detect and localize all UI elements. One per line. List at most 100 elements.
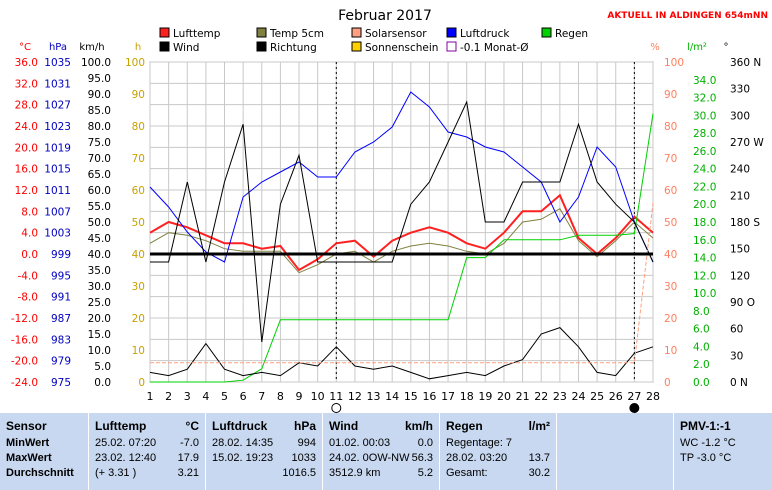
tick-label-pressure: 975 — [51, 377, 71, 389]
panel-lufttemp: Lufttemp °C 25.02. 07:20 -7.0 23.02. 12:40… — [89, 413, 205, 490]
tick-label-direction: 210 — [730, 190, 750, 202]
x-tick-label: 6 — [240, 390, 247, 403]
tick-label-pressure: 1007 — [44, 206, 71, 218]
series-line-lufttemp — [149, 193, 654, 272]
legend: Lufttemp Temp 5cm Solarsensor Luftdruck Rege… — [159, 27, 588, 54]
tick-label-temp: 32.0 — [15, 78, 38, 90]
tick-label-temp: 4.0 — [21, 228, 38, 240]
tick-label-pressure: 999 — [51, 249, 71, 261]
tick-label-rain: 18.0 — [693, 217, 716, 229]
tick-label-humidity: 60 — [664, 185, 677, 197]
legend-label: Richtung — [270, 42, 317, 54]
tick-label-temp: -16.0 — [11, 334, 38, 346]
tick-label-sun: 20 — [132, 313, 145, 325]
regen-days: Regentage: 7 — [446, 437, 513, 449]
tick-label-humidity: 30 — [664, 281, 677, 293]
legend-label: Luftdruck — [460, 28, 510, 40]
tick-label-rain: 16.0 — [693, 235, 716, 247]
x-tick-label: 26 — [609, 390, 623, 403]
panel-regen-title: Regen — [446, 419, 483, 433]
tick-label-wind: 35.0 — [88, 265, 111, 277]
tick-label-direction: 60 — [730, 324, 743, 336]
axis-unit-direction: ° — [724, 42, 729, 53]
panel-wind-title: Wind — [329, 419, 359, 433]
tick-label-rain: 30.0 — [693, 110, 716, 122]
panel-regen: Regen l/m² Regentage: 7 28.02. 03:20 13.7 … — [440, 413, 556, 490]
tick-label-pressure: 1035 — [44, 57, 71, 69]
chart-subtitle: AKTUELL IN ALDINGEN 654mNN — [607, 11, 768, 21]
tick-label-wind: 25.0 — [88, 297, 111, 309]
x-tick-label: 9 — [296, 390, 303, 403]
tick-label-humidity: 20 — [664, 313, 677, 325]
tick-label-wind: 65.0 — [88, 169, 111, 181]
tick-label-temp: -4.0 — [18, 270, 39, 282]
tick-label-direction: 300 — [730, 110, 750, 122]
series-line-richtung — [150, 100, 654, 343]
tick-label-temp: 12.0 — [15, 185, 38, 197]
legend-label: Lufttemp — [173, 28, 221, 40]
x-tick-label: 24 — [571, 390, 585, 403]
axis-unit-wind: km/h — [79, 42, 104, 53]
x-tick-label: 5 — [221, 390, 228, 403]
tick-label-direction: 90 O — [730, 297, 755, 309]
tick-label-rain: 6.0 — [693, 324, 710, 336]
tick-label-wind: 85.0 — [88, 105, 111, 117]
x-tick-label: 22 — [534, 390, 548, 403]
legend-swatch — [446, 41, 457, 52]
tick-label-wind: 75.0 — [88, 137, 111, 149]
series — [149, 91, 654, 383]
x-tick-label: 19 — [478, 390, 492, 403]
tick-label-rain: 24.0 — [693, 164, 716, 176]
lufttemp-min-time: 25.02. 07:20 — [95, 437, 157, 449]
tick-label-wind: 60.0 — [88, 185, 111, 197]
legend-swatch — [351, 41, 362, 52]
x-tick-label: 18 — [460, 390, 474, 403]
tick-label-direction: 330 — [730, 84, 750, 96]
tick-label-rain: 4.0 — [693, 341, 710, 353]
tick-label-temp: 20.0 — [15, 142, 38, 154]
luftdruck-min-time: 28.02. 14:35 — [212, 437, 274, 449]
panel-luftdruck-title: Luftdruck — [212, 419, 268, 433]
series-line-wind — [149, 327, 654, 380]
tick-label-pressure: 991 — [51, 292, 71, 304]
x-tick-label: 28 — [646, 390, 660, 403]
legend-swatch — [256, 41, 267, 52]
legend-label: Regen — [555, 28, 588, 40]
tick-label-sun: 80 — [132, 121, 145, 133]
legend-label: Solarsensor — [365, 28, 427, 40]
x-tick-label: 3 — [184, 390, 191, 403]
tick-label-wind: 70.0 — [88, 153, 111, 165]
tick-label-wind: 10.0 — [88, 345, 111, 357]
panel-pmv: PMV-1:-1 WC -1.2 °C TP -3.0 °C — [674, 413, 772, 490]
tick-label-rain: 14.0 — [693, 253, 716, 265]
panel-blank — [557, 413, 673, 490]
wind-avg-value: 5.2 — [417, 467, 433, 479]
tick-label-wind: 95.0 — [88, 73, 111, 85]
legend-swatch — [256, 27, 267, 38]
tick-label-direction: 30 — [730, 350, 743, 362]
x-tick-label: 8 — [277, 390, 284, 403]
panel-pmv-title: PMV-1:-1 — [680, 419, 731, 433]
lufttemp-min-value: -7.0 — [180, 437, 199, 449]
tick-label-pressure: 1031 — [44, 78, 71, 90]
tick-label-sun: 30 — [132, 281, 145, 293]
tick-label-rain: 12.0 — [693, 270, 716, 282]
wind-min-value: 0.0 — [417, 437, 433, 449]
x-tick-label: 4 — [202, 390, 209, 403]
x-tick-label: 16 — [422, 390, 436, 403]
wind-distance: 3512.9 km — [329, 467, 381, 479]
regen-total-label: Gesamt: — [446, 467, 488, 479]
tick-label-sun: 60 — [132, 185, 145, 197]
tick-label-pressure: 983 — [51, 334, 71, 346]
legend-label: Sonnenschein — [365, 42, 438, 54]
tick-label-pressure: 1027 — [44, 100, 71, 112]
tick-label-sun: 90 — [132, 89, 145, 101]
tick-label-humidity: 80 — [664, 121, 677, 133]
legend-swatch — [159, 27, 170, 38]
tick-label-rain: 32.0 — [693, 93, 716, 105]
tick-label-temp: 24.0 — [15, 121, 38, 133]
legend-swatch — [351, 27, 362, 38]
panel-wind-unit: km/h — [404, 419, 433, 433]
tick-label-pressure: 1003 — [44, 228, 71, 240]
tick-label-temp: 16.0 — [15, 164, 38, 176]
